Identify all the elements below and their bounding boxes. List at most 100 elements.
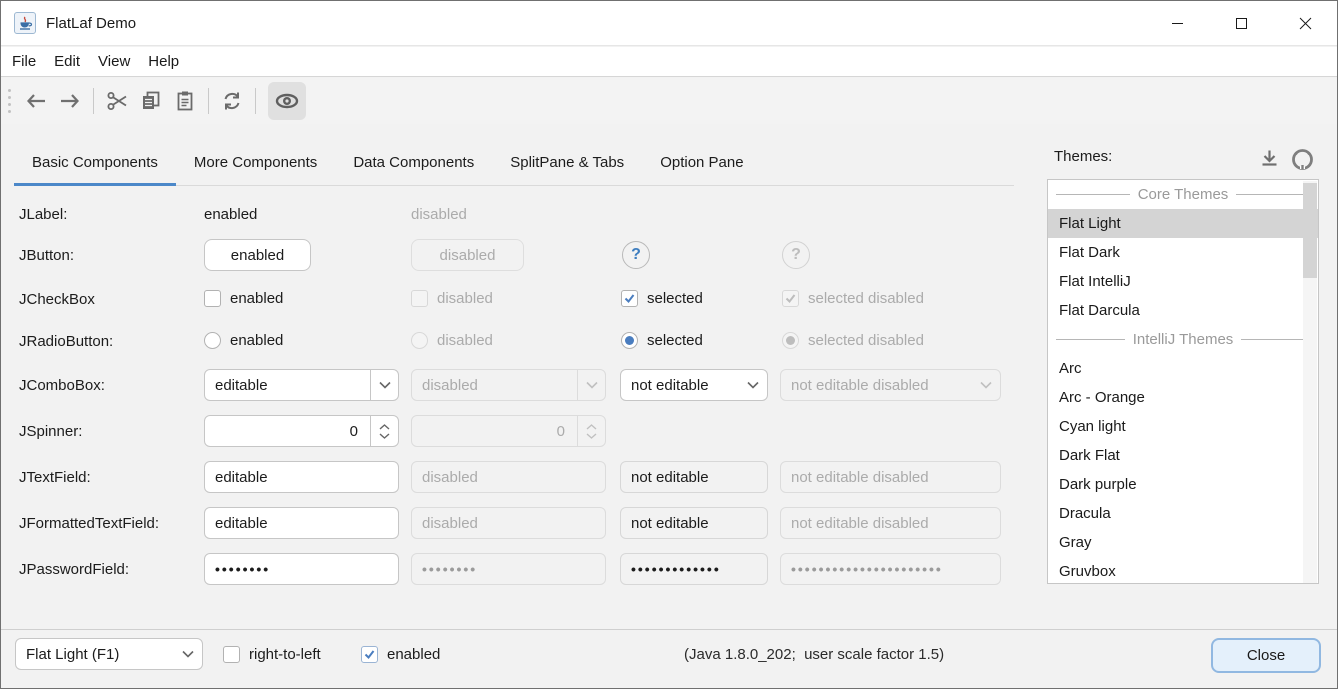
theme-item-flat-intellij[interactable]: Flat IntelliJ — [1059, 273, 1131, 290]
toolbar-separator — [93, 88, 94, 114]
refresh-button[interactable] — [215, 84, 249, 118]
menu-edit[interactable]: Edit — [54, 53, 81, 70]
checkbox-label: enabled — [230, 290, 284, 307]
checkmark-icon — [785, 294, 796, 304]
radio-label: disabled — [437, 332, 493, 349]
window-title: FlatLaf Demo — [46, 14, 137, 32]
theme-item-flat-darcula[interactable]: Flat Darcula — [1059, 302, 1140, 319]
help-button-disabled: ? — [782, 241, 810, 269]
formattedtextfield-editable[interactable]: editable — [204, 507, 399, 539]
jlabel-disabled: disabled — [411, 206, 467, 223]
radio-selected[interactable]: selected — [621, 332, 703, 349]
tab-splitpane-tabs[interactable]: SplitPane & Tabs — [510, 154, 625, 171]
tab-basic-components[interactable]: Basic Components — [14, 140, 176, 186]
chevron-down-icon[interactable] — [739, 370, 767, 400]
menu-view[interactable]: View — [98, 53, 131, 70]
combobox-value: disabled — [422, 376, 478, 394]
jlabel-enabled: enabled — [204, 206, 258, 223]
close-button[interactable]: Close — [1211, 638, 1321, 673]
close-window-button[interactable] — [1273, 1, 1337, 45]
themes-scrollbar[interactable] — [1303, 181, 1317, 583]
theme-item-arc-orange[interactable]: Arc - Orange — [1059, 389, 1145, 406]
github-button[interactable] — [1290, 147, 1315, 172]
lnf-selector-combobox[interactable]: Flat Light (F1) — [15, 638, 203, 670]
menu-help[interactable]: Help — [148, 53, 180, 70]
window-controls — [1145, 1, 1337, 45]
checkbox-box[interactable] — [223, 646, 240, 663]
formattedtextfield-not-editable: not editable — [620, 507, 768, 539]
radio-circle[interactable] — [204, 332, 221, 349]
checkbox-selected[interactable]: selected — [621, 290, 703, 307]
jradiobutton-row-label: JRadioButton: — [19, 333, 114, 350]
checkbox-box[interactable] — [204, 290, 221, 307]
theme-item-dark-flat[interactable]: Dark Flat — [1059, 447, 1120, 464]
checkbox-box-checked[interactable] — [621, 290, 638, 307]
checkbox-enabled[interactable]: enabled — [204, 290, 283, 307]
checkmark-icon — [624, 294, 635, 304]
theme-separator: Core Themes — [1048, 180, 1318, 209]
chevron-down-icon[interactable] — [370, 370, 398, 400]
copy-button[interactable] — [134, 84, 168, 118]
spinner-value: 0 — [556, 422, 565, 440]
chevron-down-icon — [586, 432, 597, 439]
tab-more-components[interactable]: More Components — [193, 154, 318, 171]
jformattedtextfield-row-label: JFormattedTextField: — [19, 515, 160, 532]
radio-enabled[interactable]: enabled — [204, 332, 283, 349]
radio-selected-disabled: selected disabled — [782, 332, 924, 349]
help-button[interactable]: ? — [622, 241, 650, 269]
formattedtextfield-not-editable-disabled: not editable disabled — [780, 507, 1001, 539]
passwordfield-editable[interactable]: •••••••• — [204, 553, 399, 585]
enabled-checkbox[interactable]: enabled — [361, 646, 440, 663]
refresh-icon — [220, 89, 244, 113]
download-icon — [1262, 150, 1277, 166]
toolbar-grip[interactable] — [8, 89, 11, 113]
radio-circle — [411, 332, 428, 349]
passwordfield-not-editable-disabled: •••••••••••••••••••••• — [780, 553, 1001, 585]
radio-circle-selected[interactable] — [621, 332, 638, 349]
textfield-editable[interactable]: editable — [204, 461, 399, 493]
theme-item-dark-purple[interactable]: Dark purple — [1059, 476, 1137, 493]
copy-icon — [139, 89, 163, 113]
menu-file[interactable]: File — [12, 53, 37, 70]
theme-item-arc[interactable]: Arc — [1059, 360, 1082, 377]
minimize-button[interactable] — [1145, 1, 1209, 45]
chevron-down-icon[interactable] — [174, 639, 202, 669]
checkbox-label: selected disabled — [808, 290, 924, 307]
spinner-value[interactable]: 0 — [349, 422, 358, 440]
themes-label: Themes: — [1054, 148, 1113, 165]
checkbox-box-checked[interactable] — [361, 646, 378, 663]
theme-item-flat-dark[interactable]: Flat Dark — [1059, 244, 1120, 261]
theme-item-dracula[interactable]: Dracula — [1059, 505, 1111, 522]
cut-button[interactable] — [100, 84, 134, 118]
show-toggle-button[interactable] — [268, 82, 306, 120]
spinner-enabled[interactable]: 0 — [204, 415, 399, 447]
combobox-disabled: disabled — [411, 369, 606, 401]
textfield-not-editable: not editable — [620, 461, 768, 493]
theme-item-gray[interactable]: Gray — [1059, 534, 1092, 551]
rtl-checkbox[interactable]: right-to-left — [223, 646, 321, 663]
combobox-not-editable[interactable]: not editable — [620, 369, 768, 401]
download-button[interactable] — [1258, 147, 1281, 170]
tab-option-pane[interactable]: Option Pane — [660, 154, 744, 171]
title-bar: FlatLaf Demo — [1, 1, 1337, 46]
jspinner-row-label: JSpinner: — [19, 423, 83, 440]
spinner-arrows — [577, 416, 605, 446]
checkbox-box — [411, 290, 428, 307]
paste-button[interactable] — [168, 84, 202, 118]
scrollbar-thumb[interactable] — [1303, 183, 1317, 278]
theme-item-gruvbox[interactable]: Gruvbox — [1059, 563, 1116, 580]
maximize-button[interactable] — [1209, 1, 1273, 45]
radio-disabled: disabled — [411, 332, 493, 349]
theme-item-flat-light[interactable]: Flat Light — [1048, 209, 1318, 238]
tab-data-components[interactable]: Data Components — [353, 154, 475, 171]
forward-button[interactable] — [53, 84, 87, 118]
eye-icon — [274, 88, 300, 114]
combobox-editable[interactable]: editable — [204, 369, 399, 401]
back-button[interactable] — [19, 84, 53, 118]
jpasswordfield-row-label: JPasswordField: — [19, 561, 130, 578]
spinner-arrows[interactable] — [370, 416, 398, 446]
combobox-not-editable-disabled: not editable disabled — [780, 369, 1001, 401]
theme-item-cyan-light[interactable]: Cyan light — [1059, 418, 1126, 435]
enabled-button[interactable]: enabled — [204, 239, 311, 271]
combobox-value: not editable — [631, 376, 709, 394]
